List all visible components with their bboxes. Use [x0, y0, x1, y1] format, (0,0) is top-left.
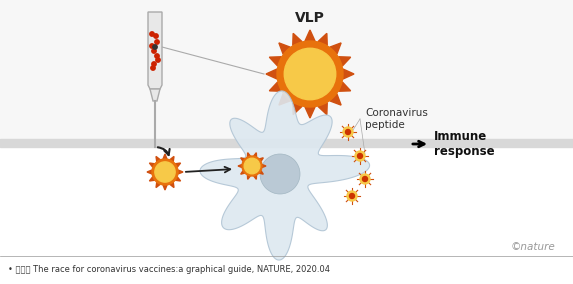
Polygon shape — [175, 163, 180, 167]
Polygon shape — [150, 163, 155, 167]
Polygon shape — [254, 153, 257, 157]
Polygon shape — [156, 156, 160, 162]
Polygon shape — [175, 177, 180, 181]
Circle shape — [155, 162, 175, 182]
Polygon shape — [269, 57, 281, 66]
Polygon shape — [305, 30, 315, 41]
Polygon shape — [0, 0, 573, 139]
Polygon shape — [262, 164, 266, 168]
Circle shape — [360, 174, 370, 184]
Text: VLP: VLP — [295, 11, 325, 25]
Circle shape — [154, 34, 158, 38]
Polygon shape — [248, 153, 250, 157]
Polygon shape — [339, 57, 351, 66]
Polygon shape — [254, 175, 257, 179]
Polygon shape — [178, 170, 183, 174]
Circle shape — [155, 40, 159, 44]
Polygon shape — [279, 94, 290, 105]
Polygon shape — [148, 12, 162, 89]
Polygon shape — [150, 177, 155, 181]
Circle shape — [277, 41, 343, 107]
Polygon shape — [241, 158, 245, 161]
Circle shape — [151, 66, 155, 70]
Circle shape — [260, 154, 300, 194]
Polygon shape — [170, 156, 174, 162]
Circle shape — [355, 151, 365, 161]
Polygon shape — [305, 107, 315, 118]
Polygon shape — [266, 69, 277, 79]
Polygon shape — [248, 175, 250, 179]
Circle shape — [152, 49, 156, 53]
Circle shape — [150, 32, 154, 36]
Polygon shape — [170, 182, 174, 188]
Polygon shape — [241, 171, 245, 174]
Polygon shape — [259, 158, 264, 161]
Circle shape — [358, 153, 363, 158]
Polygon shape — [259, 171, 264, 174]
Circle shape — [155, 54, 159, 58]
Polygon shape — [163, 185, 167, 190]
Polygon shape — [318, 33, 327, 45]
Circle shape — [343, 127, 353, 137]
Circle shape — [150, 44, 154, 48]
Circle shape — [156, 58, 160, 62]
Polygon shape — [269, 82, 281, 91]
Polygon shape — [330, 94, 341, 105]
Polygon shape — [163, 154, 167, 159]
Polygon shape — [293, 103, 302, 115]
Text: Coronavirus
peptide: Coronavirus peptide — [365, 108, 428, 130]
Polygon shape — [147, 170, 152, 174]
Circle shape — [152, 159, 178, 185]
Circle shape — [242, 156, 262, 176]
Polygon shape — [339, 82, 351, 91]
Circle shape — [347, 191, 357, 201]
Polygon shape — [330, 43, 341, 54]
Polygon shape — [150, 89, 160, 101]
Polygon shape — [156, 182, 160, 188]
Polygon shape — [0, 139, 573, 147]
Circle shape — [153, 45, 157, 49]
Polygon shape — [279, 43, 290, 54]
Polygon shape — [318, 103, 327, 115]
Text: • 출서： The race for coronavirus vaccines:a graphical guide, NATURE, 2020.04: • 출서： The race for coronavirus vaccines:… — [8, 266, 330, 275]
Circle shape — [152, 62, 156, 66]
Polygon shape — [200, 91, 370, 260]
Circle shape — [350, 193, 355, 199]
Circle shape — [244, 158, 260, 174]
Circle shape — [284, 48, 336, 100]
Text: Immune
response: Immune response — [434, 130, 494, 158]
Polygon shape — [343, 69, 354, 79]
Polygon shape — [238, 164, 242, 168]
Polygon shape — [293, 33, 302, 45]
Text: ©nature: ©nature — [510, 242, 555, 252]
Circle shape — [346, 130, 351, 135]
Circle shape — [363, 176, 367, 181]
